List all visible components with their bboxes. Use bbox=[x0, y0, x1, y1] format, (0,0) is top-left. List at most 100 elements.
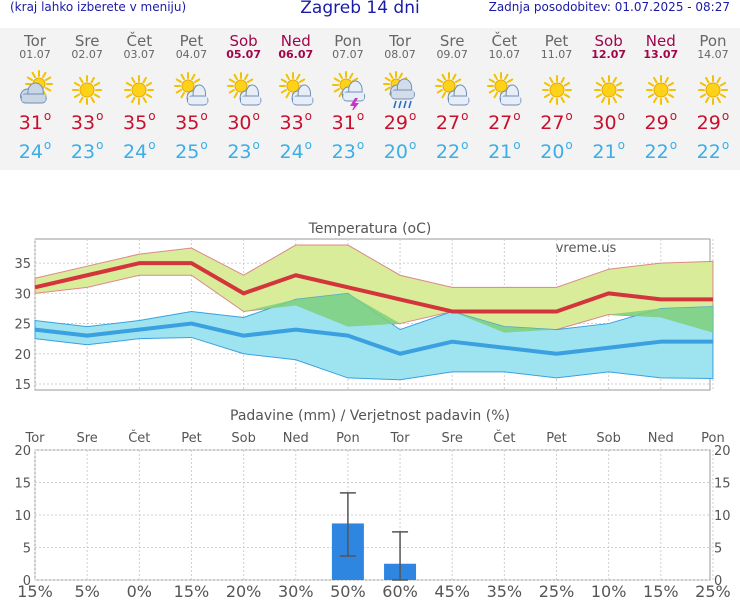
chart-watermark: vreme.us bbox=[556, 241, 617, 256]
sun-cloud-icon bbox=[432, 70, 472, 110]
day-date: 13.07 bbox=[643, 48, 679, 61]
day-date: 06.07 bbox=[278, 48, 314, 61]
day-name: Pon bbox=[699, 32, 727, 50]
min-temperature: 22o bbox=[644, 138, 678, 163]
sun-icon bbox=[641, 70, 681, 110]
day-date: 02.07 bbox=[71, 48, 103, 61]
day-name: Pet bbox=[179, 32, 204, 50]
precipitation-y-tick-left: 10 bbox=[14, 509, 31, 524]
precipitation-x-tick: Tor bbox=[24, 431, 45, 446]
precipitation-probability-label: 0% bbox=[127, 582, 152, 600]
temperature-y-tick: 35 bbox=[14, 257, 31, 272]
forecast-day[interactable]: Sob 12.07 30o 21o bbox=[583, 28, 635, 170]
precipitation-x-tick: Sob bbox=[231, 431, 255, 446]
min-temperature: 23o bbox=[331, 138, 365, 163]
day-date: 12.07 bbox=[591, 48, 627, 61]
min-temperature: 24o bbox=[123, 138, 156, 163]
forecast-day[interactable]: Čet 03.07 35o 24o bbox=[113, 28, 165, 170]
forecast-day[interactable]: Sob 05.07 30o 23o bbox=[218, 28, 270, 170]
temperature-y-tick: 20 bbox=[14, 348, 31, 363]
top-bar: (kraj lahko izberete v meniju) Zagreb 14… bbox=[0, 0, 740, 22]
forecast-day[interactable]: Tor 08.07 29o 20o bbox=[374, 28, 426, 170]
min-temperature: 22o bbox=[696, 138, 730, 163]
precipitation-y-tick-right: 20 bbox=[714, 444, 731, 459]
precipitation-y-tick-right: 0 bbox=[714, 574, 722, 589]
forecast-day[interactable]: Sre 02.07 33o 23o bbox=[61, 28, 113, 170]
precipitation-y-tick-right: 15 bbox=[714, 477, 731, 492]
max-temperature: 27o bbox=[488, 109, 521, 134]
min-temperature: 20o bbox=[383, 138, 417, 163]
day-name: Čet bbox=[491, 32, 518, 50]
sun-icon bbox=[119, 70, 159, 110]
max-temperature: 30o bbox=[592, 109, 625, 134]
page-title: Zagreb 14 dni bbox=[300, 0, 420, 18]
sun-icon bbox=[67, 70, 107, 110]
min-temperature: 24o bbox=[279, 138, 313, 163]
forecast-day[interactable]: Tor 01.07 31o 24o bbox=[9, 28, 61, 170]
day-name: Sre bbox=[439, 32, 465, 50]
day-name: Pon bbox=[334, 32, 362, 50]
precipitation-probability-label: 5% bbox=[74, 582, 99, 600]
forecast-day[interactable]: Pet 04.07 35o 25o bbox=[165, 28, 217, 170]
day-name: Sob bbox=[594, 32, 623, 50]
forecast-day[interactable]: Pet 11.07 27o 20o bbox=[531, 28, 583, 170]
precipitation-x-tick: Čet bbox=[128, 430, 150, 446]
forecast-day[interactable]: Ned 13.07 29o 22o bbox=[635, 28, 687, 170]
max-temperature: 27o bbox=[540, 109, 573, 134]
sun-cloud-icon bbox=[484, 70, 524, 110]
forecast-day[interactable]: Pon 07.07 31o 23o bbox=[322, 28, 374, 170]
day-date: 05.07 bbox=[226, 48, 261, 61]
temperature-chart-title: Temperatura (oC) bbox=[308, 221, 432, 237]
max-temperature-line bbox=[34, 261, 713, 314]
max-temperature: 30o bbox=[227, 109, 260, 134]
precipitation-probability-label: 10% bbox=[591, 582, 627, 600]
precipitation-probability-label: 45% bbox=[434, 582, 470, 600]
day-date: 10.07 bbox=[488, 48, 521, 61]
day-date: 04.07 bbox=[175, 48, 208, 61]
max-temperature: 29o bbox=[644, 109, 678, 134]
min-temperature-line bbox=[34, 321, 713, 356]
precipitation-x-tick: Sob bbox=[596, 431, 620, 446]
precipitation-x-tick: Ned bbox=[283, 431, 309, 446]
min-temperature: 24o bbox=[18, 138, 52, 163]
precipitation-probability-label: 30% bbox=[278, 582, 314, 600]
forecast-day[interactable]: Sre 09.07 27o 22o bbox=[426, 28, 478, 170]
day-name: Pet bbox=[544, 32, 569, 50]
day-date: 08.07 bbox=[384, 48, 416, 61]
day-date: 14.07 bbox=[697, 48, 729, 61]
precipitation-probability-label: 25% bbox=[695, 582, 731, 600]
thunderstorm-icon bbox=[328, 70, 368, 113]
precipitation-x-tick: Pon bbox=[336, 431, 360, 446]
precipitation-x-tick: Sre bbox=[442, 431, 463, 446]
max-temperature: 29o bbox=[696, 109, 730, 134]
min-temperature: 20o bbox=[540, 138, 573, 163]
precipitation-chart-title: Padavine (mm) / Verjetnost padavin (%) bbox=[230, 408, 510, 424]
precipitation-probability-label: 60% bbox=[382, 582, 418, 600]
temperature-y-tick: 25 bbox=[14, 318, 31, 333]
min-temperature: 23o bbox=[70, 138, 104, 163]
day-name: Ned bbox=[280, 32, 311, 50]
forecast-day[interactable]: Pon 14.07 29o 22o bbox=[687, 28, 739, 170]
location-menu-hint[interactable]: (kraj lahko izberete v meniju) bbox=[10, 0, 187, 14]
temperature-range-overlap bbox=[35, 275, 713, 333]
day-name: Čet bbox=[126, 32, 153, 50]
precipitation-y-tick-left: 5 bbox=[23, 542, 31, 557]
max-temperature: 29o bbox=[383, 109, 417, 134]
max-temperature: 27o bbox=[435, 109, 469, 134]
forecast-day[interactable]: Čet 10.07 27o 21o bbox=[478, 28, 530, 170]
day-name: Tor bbox=[389, 32, 412, 50]
temperature-y-tick: 15 bbox=[14, 378, 31, 393]
forecast-day[interactable]: Ned 06.07 33o 24o bbox=[270, 28, 322, 170]
precipitation-x-tick: Pon bbox=[701, 431, 725, 446]
day-name: Sob bbox=[229, 32, 258, 50]
max-temperature: 33o bbox=[279, 109, 313, 134]
max-temperature: 35o bbox=[123, 109, 156, 134]
precipitation-x-tick: Pet bbox=[546, 431, 566, 446]
precipitation-x-tick: Sre bbox=[76, 431, 97, 446]
max-temperature: 31o bbox=[18, 109, 52, 134]
precipitation-x-tick: Pet bbox=[181, 431, 201, 446]
precipitation-probability-label: 15% bbox=[174, 582, 210, 600]
precipitation-probability-label: 20% bbox=[226, 582, 262, 600]
min-temperature: 25o bbox=[175, 138, 208, 163]
